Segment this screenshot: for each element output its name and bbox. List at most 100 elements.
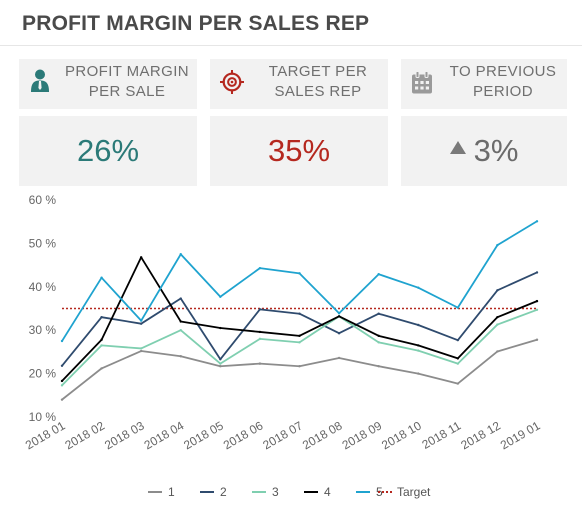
x-tick-label: 2019 01 — [498, 418, 543, 452]
data-point-series-2 — [100, 315, 103, 319]
data-point-series-3 — [535, 308, 539, 312]
y-tick-label: 50 % — [29, 236, 57, 250]
data-point-series-1 — [377, 365, 380, 368]
data-point-series-5 — [179, 253, 182, 256]
kpi-profit-margin-value-text: 26% — [76, 133, 140, 168]
data-point-series-2 — [179, 297, 182, 300]
data-point-series-3 — [496, 323, 499, 326]
data-point-series-4 — [60, 379, 64, 383]
data-point-series-4 — [179, 320, 182, 323]
series-line-1 — [61, 338, 538, 401]
legend-label-2: 2 — [220, 485, 227, 499]
data-point-series-4 — [456, 357, 460, 360]
data-point-series-4 — [496, 315, 499, 319]
data-point-series-5 — [456, 306, 460, 309]
kpi-previous-period-label-line1: TO PREVIOUS — [449, 63, 557, 80]
data-point-series-4 — [298, 334, 301, 338]
x-tick-label: 2018 09 — [340, 418, 385, 452]
x-tick-label: 2018 10 — [379, 418, 424, 452]
data-point-series-1 — [179, 355, 182, 358]
data-point-series-2 — [337, 332, 341, 335]
data-point-series-1 — [417, 372, 420, 375]
data-point-series-4 — [100, 338, 103, 341]
data-point-series-3 — [258, 337, 262, 341]
data-point-series-2 — [219, 358, 222, 361]
data-point-series-1 — [298, 365, 301, 368]
x-tick-label: 2018 03 — [102, 418, 147, 452]
data-point-series-4 — [219, 326, 222, 330]
data-point-series-5 — [100, 276, 103, 279]
data-point-series-5 — [258, 266, 262, 270]
page-title: PROFIT MARGIN PER SALES REP — [22, 12, 370, 35]
kpi-profit-margin-value: 26% — [19, 116, 197, 186]
data-point-series-2 — [60, 364, 64, 367]
x-tick-label: 2018 11 — [420, 418, 464, 452]
kpi-previous-period-value: 3% — [401, 116, 567, 186]
data-point-series-5 — [60, 339, 64, 343]
person-icon — [31, 69, 49, 92]
data-point-series-1 — [100, 367, 103, 370]
data-point-series-5 — [337, 312, 341, 315]
data-point-series-3 — [219, 362, 222, 365]
data-point-series-5 — [219, 295, 222, 298]
data-point-series-1 — [60, 398, 64, 401]
legend-label-1: 1 — [168, 485, 175, 499]
data-point-series-2 — [496, 289, 499, 292]
title-divider — [0, 45, 582, 46]
kpi-target-value-text: 35% — [267, 133, 331, 168]
data-point-series-3 — [377, 341, 380, 344]
series-line-4 — [61, 256, 538, 382]
data-point-series-1 — [219, 365, 222, 368]
data-point-series-4 — [535, 299, 539, 303]
data-point-series-3 — [100, 344, 103, 347]
data-point-series-5 — [496, 243, 499, 247]
kpi-target-label-line1: TARGET PER — [268, 63, 368, 80]
kpi-previous-period-label-line2: PERIOD — [473, 83, 533, 100]
y-tick-label: 60 % — [29, 193, 57, 207]
x-tick-label: 2018 07 — [260, 418, 305, 452]
data-point-series-2 — [456, 338, 460, 342]
kpi-profit-margin-label-line2: PER SALE — [88, 83, 166, 100]
data-point-series-5 — [417, 286, 420, 289]
data-point-series-1 — [258, 362, 262, 365]
target-icon — [220, 70, 244, 94]
x-tick-label: 2018 04 — [142, 418, 187, 452]
data-point-series-2 — [298, 312, 301, 315]
x-tick-label: 2018 06 — [221, 418, 266, 452]
data-point-series-4 — [337, 315, 341, 318]
data-point-series-5 — [139, 319, 143, 322]
data-point-series-1 — [496, 350, 499, 353]
legend-label-target: Target — [397, 485, 431, 499]
y-tick-label: 10 % — [29, 410, 57, 424]
kpi-previous-period-value-text: 3% — [473, 133, 519, 168]
data-point-series-2 — [417, 323, 420, 327]
kpi-profit-margin-label-line1: PROFIT MARGIN — [64, 63, 190, 80]
data-point-series-1 — [535, 338, 539, 341]
y-tick-label: 20 % — [29, 367, 57, 381]
data-point-series-3 — [456, 362, 460, 365]
data-point-series-2 — [258, 308, 262, 311]
data-point-series-5 — [535, 220, 539, 223]
kpi-target-header: TARGET PER SALES REP — [210, 59, 388, 109]
legend-label-3: 3 — [272, 485, 279, 499]
data-point-series-2 — [535, 271, 539, 274]
up-arrow-icon — [449, 140, 466, 154]
x-tick-label: 2018 02 — [63, 418, 108, 452]
data-point-series-3 — [298, 341, 301, 344]
data-point-series-3 — [139, 347, 143, 350]
y-tick-label: 40 % — [29, 280, 57, 294]
series-line-3 — [61, 308, 538, 386]
data-point-series-2 — [377, 312, 380, 315]
kpi-target-label-line2: SALES REP — [274, 83, 362, 100]
data-point-series-1 — [139, 349, 143, 353]
x-tick-label: 2018 05 — [181, 418, 226, 452]
series-line-2 — [61, 271, 538, 367]
x-tick-label: 2018 08 — [300, 418, 345, 452]
data-point-series-2 — [139, 322, 143, 325]
data-point-series-5 — [298, 272, 301, 275]
data-point-series-4 — [139, 256, 143, 259]
calendar-icon — [412, 71, 432, 94]
data-point-series-4 — [417, 344, 420, 347]
data-point-series-1 — [337, 356, 341, 360]
